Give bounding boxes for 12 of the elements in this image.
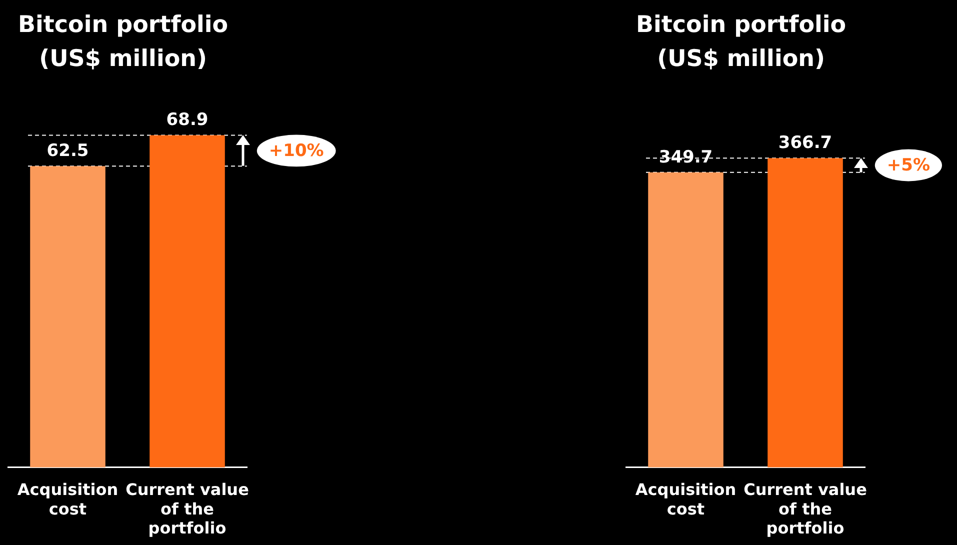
x-tick-label: Acquisition cost: [17, 480, 118, 518]
data-label: 62.5: [46, 141, 89, 162]
text: +5%: [886, 156, 930, 176]
x-tick-label: Current value of the portfolio: [126, 480, 250, 538]
data-label: 349.7: [658, 147, 713, 168]
chart-title: Bitcoin portfolio (US$ million): [636, 11, 846, 74]
data-label: 68.9: [166, 110, 208, 130]
data-label: 366.7: [778, 133, 832, 154]
x-tick-label: Acquisition cost: [635, 480, 736, 518]
text: +10%: [268, 141, 324, 162]
x-tick-label: Current value of the portfolio: [744, 480, 868, 538]
chart-title: Bitcoin portfolio (US$ million): [18, 11, 228, 74]
